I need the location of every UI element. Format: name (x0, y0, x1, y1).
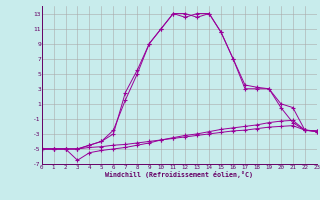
X-axis label: Windchill (Refroidissement éolien,°C): Windchill (Refroidissement éolien,°C) (105, 171, 253, 178)
